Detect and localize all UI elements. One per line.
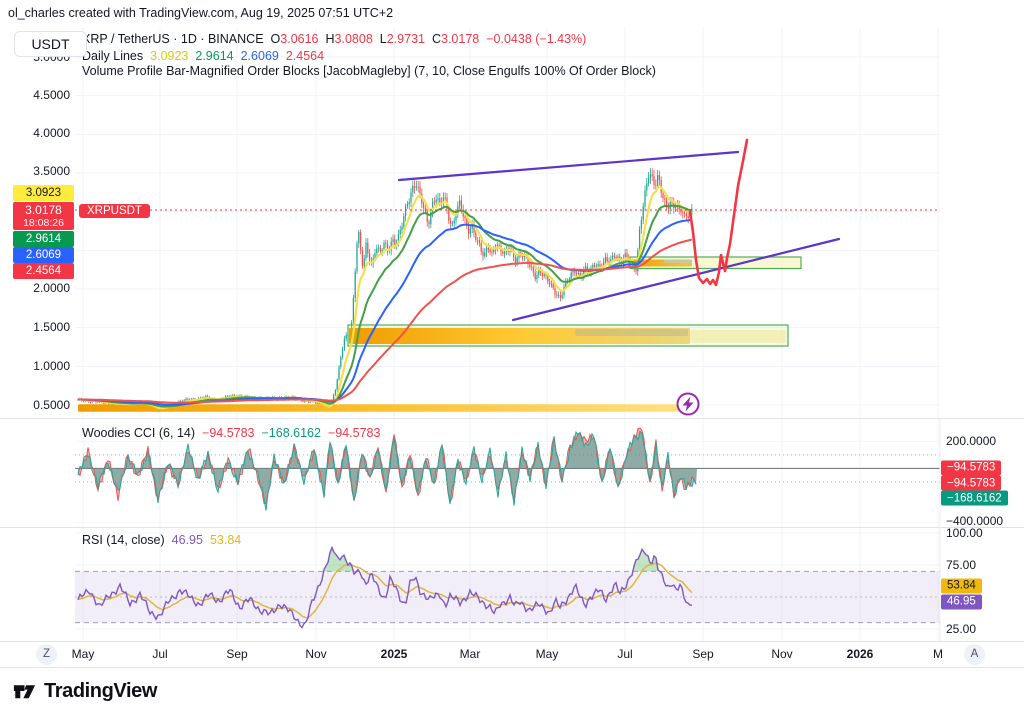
rsi-pane: [77, 545, 693, 629]
projection-drawing[interactable]: [688, 138, 749, 287]
volume-profile-title: Volume Profile Bar-Magnified Order Block…: [82, 64, 656, 78]
cci-title: Woodies CCI (6, 14): [82, 426, 196, 440]
rsi-ma-line: [77, 561, 693, 619]
cci-legend-row[interactable]: Woodies CCI (6, 14) −94.5783 −168.6162 −94.…: [82, 426, 387, 440]
symbol-title: XRP / TetherUS · 1D · BINANCE: [82, 32, 264, 46]
volume-profile-legend-row[interactable]: Volume Profile Bar-Magnified Order Block…: [82, 64, 656, 78]
daily-line-yellow[interactable]: [77, 184, 693, 410]
legend-value: 2.4564: [285, 48, 325, 63]
trendline-drawing[interactable]: [397, 150, 740, 182]
price-line-tag: 2.9614: [13, 230, 74, 247]
legend-value: 3.0923: [150, 48, 189, 63]
legend-value: 46.95: [171, 533, 203, 547]
price-line-tag: 2.6069: [13, 246, 74, 263]
ohlc-value: 3.0178: [441, 32, 480, 46]
indicator-tick-label: 75.00: [946, 558, 977, 572]
tradingview-logo[interactable]: TradingView: [12, 679, 157, 704]
volume-profile-bar: [78, 404, 682, 412]
cci-slow-series: [77, 430, 697, 511]
ohlc-value: 3.0808: [334, 32, 373, 46]
bar-countdown: 18:08:26: [23, 217, 64, 229]
autoscale-button[interactable]: A: [964, 644, 985, 665]
legend-value: −94.5783: [202, 426, 255, 440]
daily-line-blue[interactable]: [78, 218, 693, 406]
trendline-drawing[interactable]: [511, 237, 841, 322]
rsi-value-tag: 46.95: [941, 594, 982, 609]
order-block-box[interactable]: [629, 256, 802, 270]
ohlc-letter: H: [325, 32, 335, 46]
legend-value: 53.84: [209, 533, 242, 547]
daily-lines-title: Daily Lines: [82, 48, 144, 63]
cci-pane: [77, 427, 697, 511]
ohlc-letter: L: [379, 32, 387, 46]
time-tick-label: Nov: [771, 647, 793, 661]
time-tick-label: May: [71, 647, 95, 661]
ohlc-value: 2.9731: [386, 32, 425, 46]
price-tick-label: 4.0000: [33, 126, 70, 140]
rsi-values: 46.95 53.84: [172, 533, 249, 547]
rsi-band: [75, 571, 940, 623]
price-line-tag: 3.0923: [13, 185, 74, 201]
current-price-value: 3.0178: [25, 203, 62, 217]
indicator-tick-label: 25.00: [946, 622, 977, 636]
indicator-tick-label: 200.0000: [946, 434, 997, 448]
chart-credit-text: ol_charles created with TradingView.com,…: [8, 6, 394, 20]
rsi-legend-row[interactable]: RSI (14, close) 46.95 53.84: [82, 533, 248, 547]
volume-profile-bar: [575, 329, 688, 336]
change-value: −0.0438 (−1.43%): [486, 32, 587, 46]
cci-value-tag: −94.5783: [941, 460, 1002, 475]
timezone-button[interactable]: Z: [36, 644, 57, 665]
legend-value: 2.9614: [195, 48, 234, 63]
cci-value-tag: −168.6162: [941, 490, 1008, 506]
price-tick-label: 2.0000: [33, 281, 70, 295]
legend-value: −168.6162: [261, 426, 321, 440]
ohlc-letter: O: [270, 32, 281, 46]
daily-lines-legend-row[interactable]: Daily Lines 3.0923 2.9614 2.6069 2.4564: [82, 49, 331, 63]
cci-value-tag: −94.5783: [941, 475, 1002, 491]
rsi-overbought-fill: [78, 547, 692, 572]
legend-value: −94.5783: [327, 426, 381, 440]
time-tick-label: Sep: [692, 647, 714, 661]
current-price-tag: 3.0178 18:08:26: [13, 202, 74, 230]
ohlc-value: 3.0616: [280, 32, 319, 46]
symbol-legend-row[interactable]: XRP / TetherUS · 1D · BINANCE O3.0616 H3.0…: [82, 32, 593, 46]
ohlc-values: O3.0616 H3.0808 L2.9731 C3.0178: [271, 32, 487, 46]
symbol-price-label: XRPUSDT: [79, 204, 150, 218]
daily-line-green[interactable]: [77, 204, 692, 408]
time-tick-label: Mar: [459, 647, 481, 661]
price-pane: [77, 138, 841, 413]
time-tick-label: May: [535, 647, 559, 661]
tradingview-logo-text: TradingView: [44, 680, 158, 702]
rsi-value-tag: 53.84: [941, 578, 982, 593]
time-tick-label: Jul: [152, 647, 168, 661]
time-tick-label: 2025: [380, 647, 408, 661]
time-tick-label: Sep: [226, 647, 248, 661]
price-tick-label: 1.5000: [33, 320, 70, 334]
tradingview-logo-icon: [13, 685, 36, 699]
ohlc-letter: C: [431, 32, 441, 46]
lightning-bolt-glyph: [682, 396, 694, 412]
volume-profile-bar: [664, 259, 692, 263]
rsi-title: RSI (14, close): [82, 533, 165, 547]
volume-profile-bar: [690, 330, 786, 343]
indicator-tick-label: 100.00: [946, 526, 983, 540]
daily-line-red[interactable]: [78, 238, 693, 404]
daily-lines-values: 3.0923 2.9614 2.6069 2.4564: [150, 49, 331, 63]
price-tick-label: 3.5000: [33, 164, 70, 178]
currency-toggle-button[interactable]: USDT: [14, 31, 87, 57]
time-tick-label: 2026: [846, 647, 874, 661]
price-tick-label: 4.5000: [33, 88, 70, 102]
price-tick-label: 0.5000: [33, 398, 70, 412]
legend-value: 2.6069: [240, 48, 279, 63]
price-line-tag: 2.4564: [13, 262, 74, 279]
indicator-tick-label: −400.0000: [946, 514, 1004, 528]
time-tick-label: Nov: [305, 647, 327, 661]
cci-values: −94.5783 −168.6162 −94.5783: [202, 426, 387, 440]
rsi-line: [77, 545, 693, 629]
time-tick-label: M: [933, 647, 943, 661]
time-tick-label: Jul: [617, 647, 633, 661]
price-tick-label: 1.0000: [33, 359, 70, 373]
